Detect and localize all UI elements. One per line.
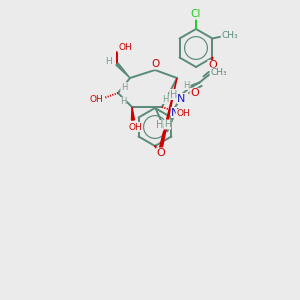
- Text: H: H: [121, 82, 127, 91]
- Polygon shape: [158, 78, 177, 156]
- Text: H: H: [183, 80, 189, 89]
- Text: H: H: [170, 89, 177, 100]
- Text: OH: OH: [128, 122, 142, 131]
- Text: OH: OH: [118, 44, 132, 52]
- Text: CH₃: CH₃: [221, 31, 238, 40]
- Text: O: O: [157, 148, 165, 158]
- Text: O: O: [152, 59, 160, 69]
- Text: H: H: [120, 98, 126, 106]
- Text: O: O: [208, 61, 217, 70]
- Polygon shape: [131, 107, 134, 120]
- Text: O: O: [190, 88, 199, 98]
- Text: Cl: Cl: [191, 9, 201, 19]
- Text: H: H: [106, 56, 112, 65]
- Text: H: H: [162, 94, 168, 103]
- Text: N: N: [177, 94, 186, 103]
- Polygon shape: [116, 63, 130, 78]
- Text: OH: OH: [89, 94, 103, 103]
- Text: H: H: [164, 120, 171, 129]
- Text: OH: OH: [176, 110, 190, 118]
- Text: CH₃: CH₃: [210, 68, 227, 77]
- Text: N: N: [171, 107, 180, 118]
- Text: H: H: [156, 121, 163, 130]
